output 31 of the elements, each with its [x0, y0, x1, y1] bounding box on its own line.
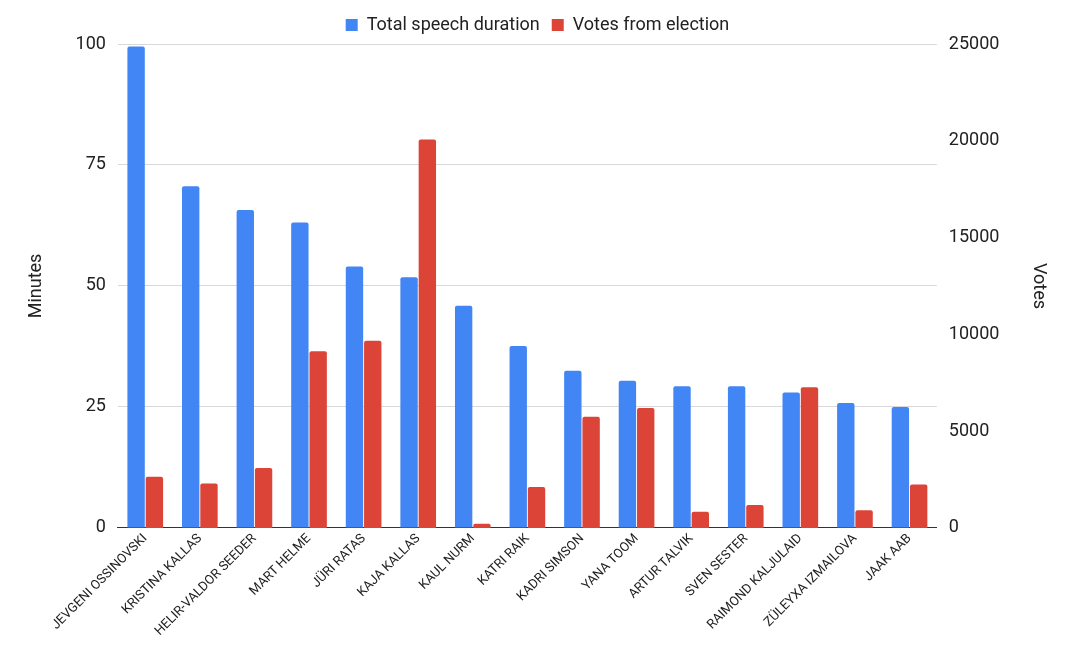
y-tick-label: 75 — [85, 152, 106, 174]
y2-tick-label: 5000 — [948, 418, 990, 440]
y-tick-label: 100 — [75, 31, 106, 53]
y2-tick-label: 10000 — [948, 321, 1000, 343]
bar — [509, 345, 527, 528]
bar — [236, 209, 254, 528]
y-axis-title: Minutes — [24, 253, 46, 319]
y2-tick-label: 15000 — [948, 225, 1000, 247]
bar — [855, 510, 873, 528]
bar — [891, 406, 910, 528]
y2-tick-label: 25000 — [948, 31, 1000, 53]
bar — [691, 511, 709, 528]
bar — [527, 486, 546, 528]
y2-tick-label: 0 — [948, 515, 959, 537]
bar — [200, 483, 218, 528]
legend-label: Total speech duration — [366, 12, 540, 34]
bar — [673, 386, 691, 528]
bar — [837, 403, 855, 528]
y-tick-label: 50 — [85, 273, 106, 295]
y-tick-label: 25 — [85, 394, 106, 416]
bar — [254, 467, 273, 528]
y2-axis-title: Votes — [1029, 262, 1051, 309]
bar — [182, 186, 200, 528]
bar — [145, 476, 164, 528]
bar — [454, 305, 473, 528]
y2-tick-label: 20000 — [948, 128, 1000, 150]
bar — [727, 386, 746, 528]
legend-label: Votes from election — [572, 12, 730, 34]
bar — [127, 46, 145, 528]
y-tick-label: 0 — [95, 515, 106, 537]
bar — [746, 505, 764, 528]
